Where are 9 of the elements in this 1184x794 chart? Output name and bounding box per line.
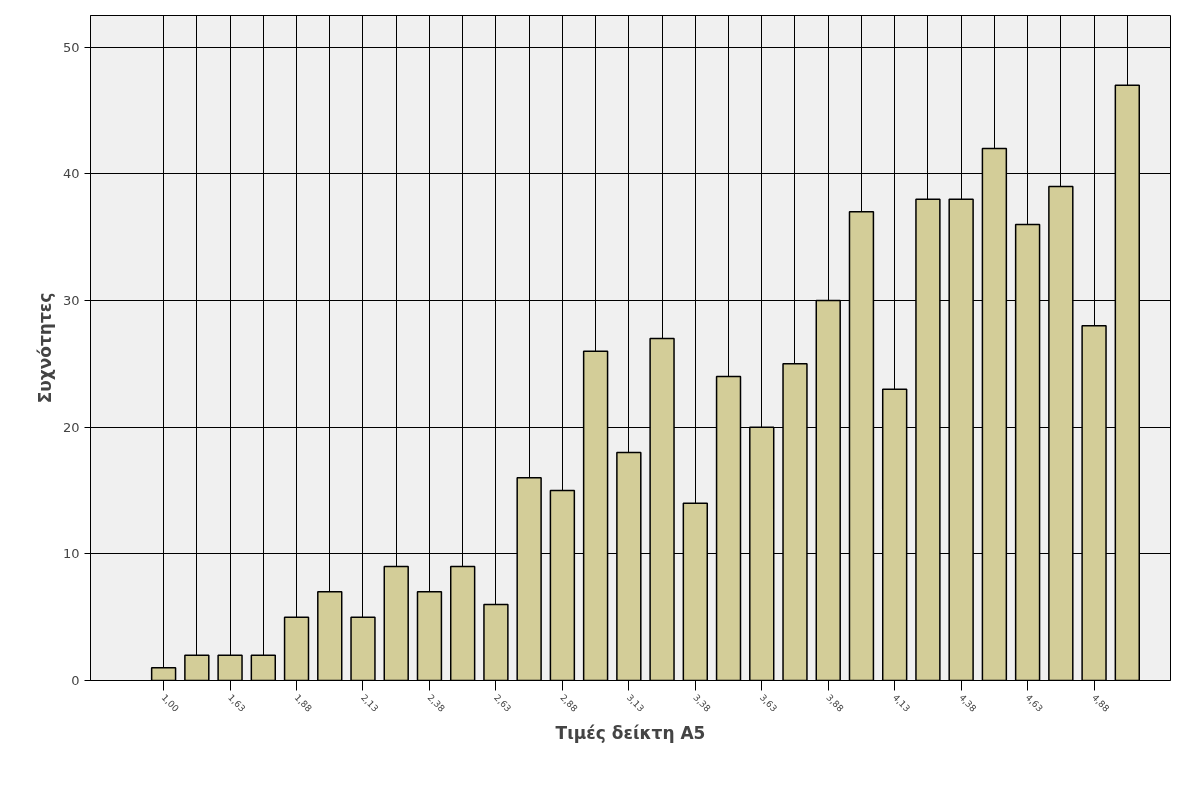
y-tick-label: 40 xyxy=(62,166,80,182)
x-axis-title: Τιμές δείκτη Α5 xyxy=(555,722,706,743)
y-axis-title: Συχνότητες xyxy=(34,292,55,404)
y-tick-label: 50 xyxy=(62,39,80,55)
y-tick-label: 0 xyxy=(71,673,80,688)
y-tick-label: 30 xyxy=(62,293,80,308)
x-tick-label: 4,13 xyxy=(890,692,912,714)
y-tick-label: 20 xyxy=(62,419,80,435)
y-tick-label: 10 xyxy=(62,546,80,562)
